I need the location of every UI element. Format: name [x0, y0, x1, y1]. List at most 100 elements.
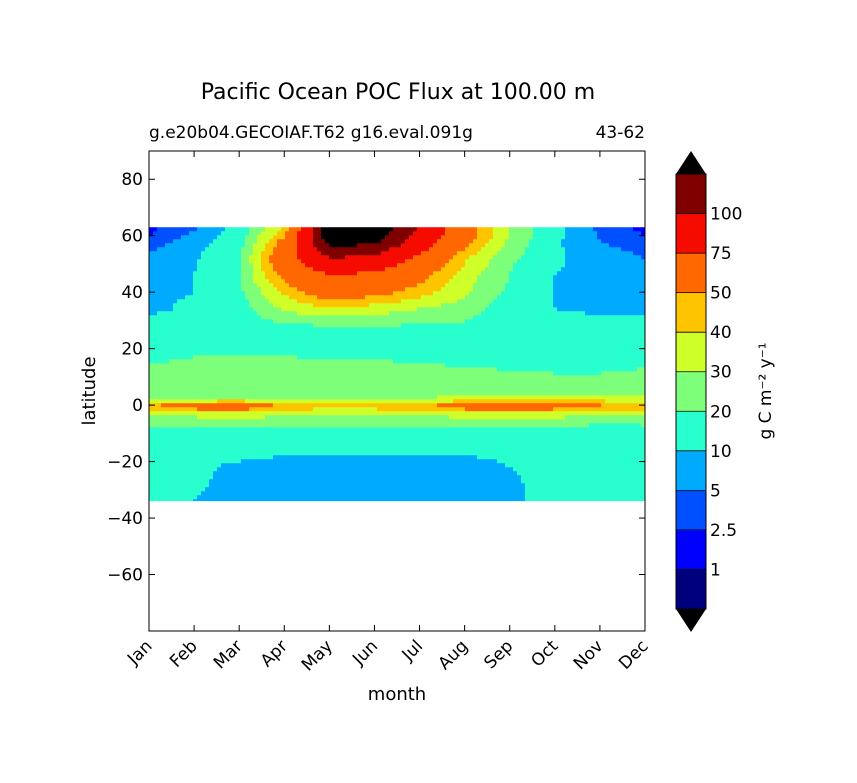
contour-cell — [409, 399, 414, 404]
contour-cell — [321, 479, 326, 484]
contour-cell — [257, 299, 262, 304]
contour-cell — [265, 463, 270, 468]
contour-cell — [421, 451, 426, 456]
contour-cell — [225, 315, 230, 320]
contour-cell — [357, 331, 362, 336]
contour-cell — [221, 303, 226, 308]
contour-cell — [257, 243, 262, 248]
contour-cell — [205, 343, 210, 348]
contour-cell — [417, 491, 422, 496]
contour-cell — [153, 331, 158, 336]
contour-cell — [253, 259, 258, 264]
contour-cell — [249, 235, 254, 240]
contour-cell — [185, 319, 190, 324]
contour-cell — [221, 467, 226, 472]
contour-cell — [217, 475, 222, 480]
contour-cell — [309, 447, 314, 452]
contour-cell — [249, 247, 254, 252]
contour-cell — [237, 487, 242, 492]
contour-cell — [225, 463, 230, 468]
contour-cell — [345, 415, 350, 420]
contour-cell — [233, 235, 238, 240]
contour-cell — [169, 299, 174, 304]
contour-cell — [201, 327, 206, 332]
contour-cell — [185, 355, 190, 360]
contour-cell — [281, 387, 286, 392]
contour-cell — [161, 351, 166, 356]
contour-cell — [181, 299, 186, 304]
contour-cell — [205, 399, 210, 404]
contour-cell — [337, 375, 342, 380]
contour-cell — [189, 291, 194, 296]
contour-cell — [353, 423, 358, 428]
contour-cell — [409, 227, 414, 232]
contour-cell — [281, 307, 286, 312]
contour-cell — [237, 415, 242, 420]
contour-cell — [353, 415, 358, 420]
contour-cell — [337, 451, 342, 456]
contour-cell — [397, 279, 402, 284]
contour-cell — [381, 455, 386, 460]
contour-cell — [201, 415, 206, 420]
contour-cell — [221, 463, 226, 468]
contour-cell — [437, 307, 442, 312]
contour-cell — [285, 295, 290, 300]
contour-cell — [409, 323, 414, 328]
contour-cell — [153, 375, 158, 380]
contour-cell — [317, 351, 322, 356]
contour-cell — [169, 331, 174, 336]
contour-cell — [205, 467, 210, 472]
contour-cell — [365, 399, 370, 404]
contour-cell — [213, 235, 218, 240]
contour-cell — [385, 415, 390, 420]
contour-cell — [357, 287, 362, 292]
contour-cell — [353, 231, 358, 236]
contour-cell — [193, 283, 198, 288]
contour-cell — [433, 283, 438, 288]
contour-cell — [401, 319, 406, 324]
contour-cell — [253, 351, 258, 356]
contour-cell — [233, 383, 238, 388]
contour-cell — [305, 323, 310, 328]
contour-cell — [401, 299, 406, 304]
contour-cell — [417, 355, 422, 360]
contour-cell — [289, 315, 294, 320]
contour-cell — [437, 235, 442, 240]
contour-cell — [201, 371, 206, 376]
contour-cell — [337, 419, 342, 424]
contour-cell — [305, 267, 310, 272]
contour-cell — [189, 483, 194, 488]
contour-cell — [253, 279, 258, 284]
contour-cell — [433, 375, 438, 380]
contour-cell — [297, 307, 302, 312]
contour-cell — [293, 479, 298, 484]
contour-cell — [253, 467, 258, 472]
contour-cell — [329, 359, 334, 364]
contour-cell — [257, 303, 262, 308]
contour-cell — [353, 347, 358, 352]
contour-cell — [241, 435, 246, 440]
contour-cell — [369, 467, 374, 472]
contour-cell — [317, 423, 322, 428]
contour-cell — [301, 411, 306, 416]
contour-cell — [369, 315, 374, 320]
contour-cell — [221, 471, 226, 476]
contour-cell — [217, 339, 222, 344]
contour-cell — [409, 255, 414, 260]
contour-cell — [313, 311, 318, 316]
contour-cell — [201, 283, 206, 288]
contour-cell — [213, 435, 218, 440]
contour-cell — [305, 239, 310, 244]
contour-cell — [241, 251, 246, 256]
contour-cell — [157, 463, 162, 468]
contour-cell — [421, 307, 426, 312]
contour-cell — [413, 495, 418, 500]
contour-cell — [157, 319, 162, 324]
contour-cell — [209, 419, 214, 424]
contour-cell — [381, 475, 386, 480]
contour-cell — [177, 251, 182, 256]
contour-cell — [173, 395, 178, 400]
contour-cell — [357, 487, 362, 492]
contour-cell — [429, 231, 434, 236]
contour-cell — [185, 487, 190, 492]
